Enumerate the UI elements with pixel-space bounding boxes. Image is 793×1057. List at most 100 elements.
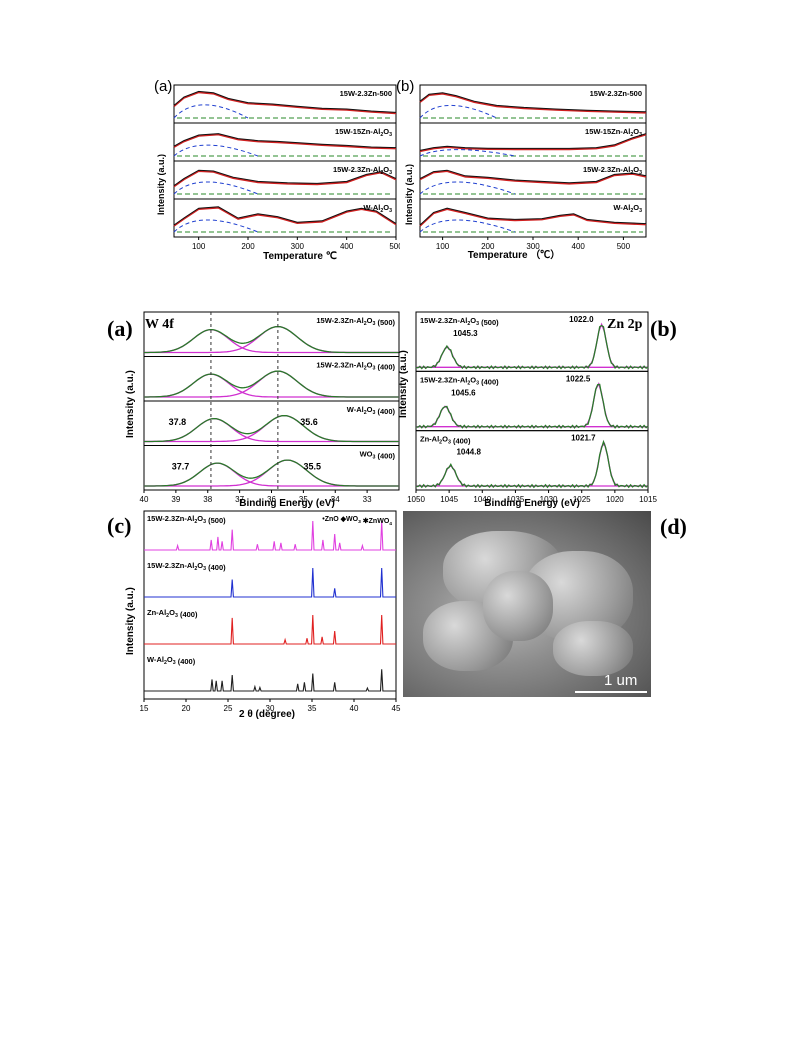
data-line bbox=[419, 207, 647, 226]
fit-line bbox=[173, 91, 397, 115]
x-axis-label: Binding Energy (eV) bbox=[484, 498, 580, 508]
component-peak bbox=[416, 464, 648, 487]
series-label: Zn-Al2O3 (400) bbox=[420, 435, 471, 446]
component-peak bbox=[416, 405, 648, 428]
y-axis-label: Intensity (a.u.) bbox=[156, 154, 166, 215]
peak-annotation: 37.7 bbox=[172, 462, 190, 472]
series-label: Zn-Al2O3 (400) bbox=[147, 608, 198, 619]
data-line bbox=[173, 133, 397, 149]
tick-label: 100 bbox=[436, 242, 450, 251]
tick-label: 400 bbox=[572, 242, 586, 251]
series-label: 15W-15Zn-Al2O3 bbox=[335, 127, 392, 138]
frame bbox=[173, 198, 397, 238]
envelope-line bbox=[415, 383, 649, 429]
y-axis-label: Intensity (a.u.) bbox=[398, 350, 409, 418]
sem-scale-label: 1 um bbox=[604, 672, 638, 689]
fit-line bbox=[419, 170, 647, 185]
tick-label: 38 bbox=[203, 495, 212, 504]
tick-label: 1020 bbox=[606, 495, 624, 504]
tick-label: 40 bbox=[140, 495, 149, 504]
tick-label: 500 bbox=[617, 242, 631, 251]
series-label: 15W-2.3Zn-Al2O3 (500) bbox=[420, 316, 499, 327]
component-peak bbox=[173, 181, 259, 195]
fit-line bbox=[419, 133, 647, 153]
series-label: 15W-2.3Zn-Al2O3 (500) bbox=[316, 316, 395, 327]
data-line bbox=[173, 169, 397, 187]
peak-annotation: 1045.6 bbox=[451, 388, 476, 397]
envelope-line bbox=[144, 414, 399, 443]
tick-label: 20 bbox=[182, 704, 191, 713]
tick-label: 39 bbox=[171, 495, 180, 504]
series-label: 15W-2.3Zn-Al2O3 bbox=[583, 165, 642, 176]
component-peak bbox=[144, 370, 399, 398]
tick-label: 1035 bbox=[507, 495, 525, 504]
tick-label: 35 bbox=[308, 704, 317, 713]
series-label: W-Al2O3 (400) bbox=[347, 405, 396, 416]
tick-label: 35 bbox=[299, 495, 308, 504]
series-label: W-Al2O3 (400) bbox=[147, 655, 196, 666]
tick-label: 100 bbox=[192, 242, 206, 251]
x-axis-label: Temperature （℃） bbox=[468, 248, 561, 261]
series-label: 15W-2.3Zn-Al2O3 (400) bbox=[316, 361, 395, 372]
tick-label: 25 bbox=[224, 704, 233, 713]
sem-image bbox=[403, 511, 651, 697]
xrd-pattern bbox=[144, 520, 396, 551]
tpr-chart-b: (b) 15W-2.3Zn-500 15W-15Zn-Al2O3 15W-2.3Zn… bbox=[396, 78, 647, 261]
y-axis-label: Intensity (a.u.) bbox=[125, 370, 136, 438]
panel-label-mid-b: (b) bbox=[650, 316, 677, 341]
tick-label: 1040 bbox=[473, 495, 491, 504]
tick-label: 36 bbox=[267, 495, 276, 504]
tick-label: 200 bbox=[241, 242, 255, 251]
envelope-line bbox=[144, 370, 399, 398]
tick-label: 34 bbox=[331, 495, 340, 504]
component-peak bbox=[173, 219, 259, 233]
panel-label-mid-a: (a) bbox=[107, 316, 133, 341]
tick-label: 200 bbox=[481, 242, 495, 251]
tpr-chart-a: (a) 15W-2.3Zn-500 15W-15Zn-Al2O3 15W-2.3Zn… bbox=[154, 78, 400, 262]
y-axis-label: Intensity (a.u.) bbox=[404, 164, 414, 225]
component-peak bbox=[173, 144, 259, 157]
data-line bbox=[419, 92, 647, 113]
component-peak bbox=[419, 219, 516, 233]
peak-annotation: 1045.3 bbox=[453, 329, 478, 338]
legend: •ZnO ◆WO3 ✱ZnWO4 bbox=[322, 516, 392, 527]
series-label: WO3 (400) bbox=[360, 450, 396, 461]
xrd-pattern bbox=[144, 669, 396, 692]
component-peak bbox=[144, 373, 399, 398]
tick-label: 1025 bbox=[573, 495, 591, 504]
data-line bbox=[173, 90, 397, 113]
peak-annotation: 1022.0 bbox=[569, 315, 594, 324]
tick-label: 33 bbox=[363, 495, 372, 504]
tick-label: 30 bbox=[266, 704, 275, 713]
peak-annotation: 37.8 bbox=[169, 417, 187, 427]
data-line bbox=[419, 169, 647, 184]
component-peak bbox=[419, 181, 516, 195]
x-axis-label: Temperature ℃ bbox=[263, 251, 337, 262]
peak-annotation: 1021.7 bbox=[571, 434, 596, 443]
tick-label: 1045 bbox=[440, 495, 458, 504]
envelope-line bbox=[144, 325, 399, 354]
y-axis-label: Intensity (a.u.) bbox=[125, 587, 136, 655]
series-label: 15W-2.3Zn-Al2O3 bbox=[333, 165, 392, 176]
tick-label: 40 bbox=[350, 704, 359, 713]
sem-scale-bar bbox=[575, 691, 647, 693]
envelope-line bbox=[415, 324, 649, 370]
panel-label-bottom-d: (d) bbox=[660, 514, 687, 539]
panel-label-bottom-c: (c) bbox=[107, 513, 131, 538]
fit-line bbox=[173, 133, 397, 150]
series-label: 15W-2.3Zn-500 bbox=[590, 89, 642, 98]
data-line bbox=[419, 133, 647, 151]
tick-label: 300 bbox=[291, 242, 305, 251]
series-label: 15W-15Zn-Al2O3 bbox=[585, 127, 642, 138]
series-label: 15W-2.3Zn-Al2O3 (500) bbox=[147, 514, 226, 525]
series-label: W-Al2O3 bbox=[613, 203, 642, 214]
envelope-line bbox=[144, 459, 399, 487]
tick-label: 15 bbox=[140, 704, 149, 713]
fit-line bbox=[419, 208, 647, 227]
panel-label-top-b: (b) bbox=[396, 78, 414, 95]
xps-zn2p-chart: (b) Zn 2p 15W-2.3Zn-Al2O3 (500) 15W-2.3Zn… bbox=[398, 311, 677, 508]
series-label: 15W-2.3Zn-500 bbox=[340, 89, 392, 98]
component-peak bbox=[173, 104, 249, 119]
tick-label: 400 bbox=[340, 242, 354, 251]
peak-annotation: 1022.5 bbox=[566, 374, 591, 383]
